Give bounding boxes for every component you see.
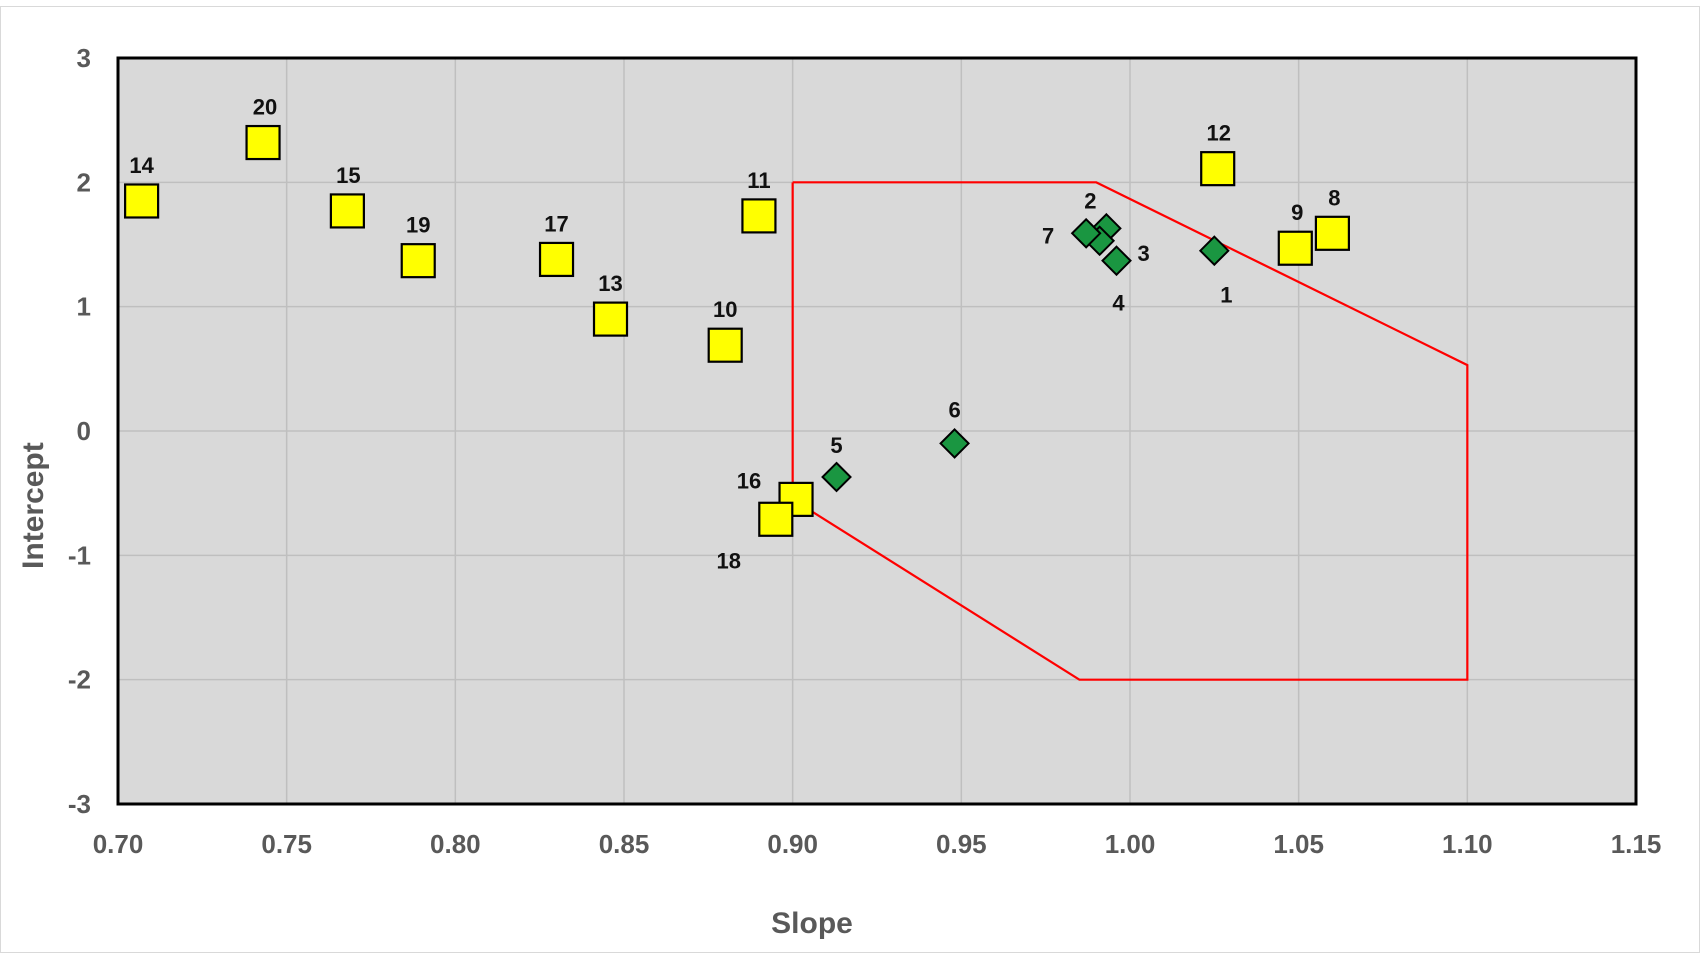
diamond-marker-4 — [1101, 245, 1132, 277]
plot-border — [116, 56, 1638, 806]
point-label-1: 1 — [1220, 283, 1232, 308]
point-label-14: 14 — [129, 153, 154, 178]
point-label-20: 20 — [253, 95, 277, 120]
x-tick-label: 0.90 — [767, 829, 818, 859]
square-marker-13 — [592, 301, 629, 337]
square-marker-14 — [124, 183, 160, 219]
x-tick-label: 1.00 — [1105, 829, 1156, 859]
y-tick-label: -2 — [68, 665, 91, 695]
diamond-marker-5 — [821, 461, 852, 493]
x-tick-label: 0.95 — [936, 829, 987, 859]
x-axis-ticks: 0.70 0.75 0.80 0.85 0.90 0.95 1.00 1.05 1.10 1.15 — [93, 829, 1662, 859]
point-label-11: 11 — [747, 168, 770, 193]
square-marker-15 — [329, 193, 365, 229]
x-tick-label: 0.70 — [93, 829, 144, 859]
x-tick-label: 1.05 — [1273, 829, 1324, 859]
x-axis-title: Slope — [771, 907, 853, 940]
square-marker-20 — [245, 124, 281, 161]
point-label-6: 6 — [948, 397, 960, 422]
y-axis-ticks: 3 2 1 0 -1 -2 -3 — [68, 43, 91, 819]
square-marker-18 — [758, 501, 794, 537]
square-marker-11 — [741, 198, 777, 234]
y-tick-label: 3 — [77, 43, 91, 73]
point-label-12: 12 — [1206, 121, 1230, 146]
square-marker-17 — [538, 241, 575, 278]
point-label-13: 13 — [598, 271, 622, 296]
x-tick-label: 0.80 — [430, 829, 481, 859]
x-tick-label: 1.10 — [1442, 829, 1493, 859]
x-tick-label: 1.15 — [1611, 829, 1662, 859]
diamond-marker-7 — [1070, 217, 1102, 249]
point-label-17: 17 — [544, 211, 568, 236]
y-tick-label: 1 — [77, 292, 91, 322]
point-label-2: 2 — [1084, 188, 1096, 213]
point-label-7: 7 — [1042, 223, 1054, 248]
square-marker-10 — [707, 327, 743, 363]
square-marker-8 — [1314, 215, 1351, 251]
x-tick-label: 0.75 — [261, 829, 312, 859]
point-label-19: 19 — [406, 213, 430, 238]
point-label-10: 10 — [713, 297, 737, 322]
square-marker-16 — [778, 481, 814, 517]
y-tick-label: -1 — [68, 540, 91, 570]
point-label-15: 15 — [336, 163, 360, 188]
y-tick-label: -3 — [68, 789, 91, 819]
diamond-marker-6 — [939, 428, 971, 459]
y-axis-title: Intercept — [17, 442, 50, 569]
square-marker-19 — [400, 243, 436, 279]
point-label-4: 4 — [1112, 291, 1125, 316]
point-label-9: 9 — [1291, 200, 1303, 225]
diamond-marker-1 — [1198, 235, 1230, 267]
point-label-5: 5 — [830, 433, 842, 458]
point-label-18: 18 — [717, 548, 741, 573]
point-label-3: 3 — [1138, 241, 1150, 266]
square-marker-12 — [1200, 151, 1236, 187]
y-tick-label: 0 — [77, 416, 91, 446]
point-label-8: 8 — [1328, 185, 1340, 210]
square-marker-9 — [1277, 230, 1313, 266]
data-points — [124, 124, 1351, 537]
point-label-16: 16 — [737, 468, 761, 493]
y-tick-label: 2 — [77, 167, 91, 197]
x-tick-label: 0.85 — [599, 829, 650, 859]
